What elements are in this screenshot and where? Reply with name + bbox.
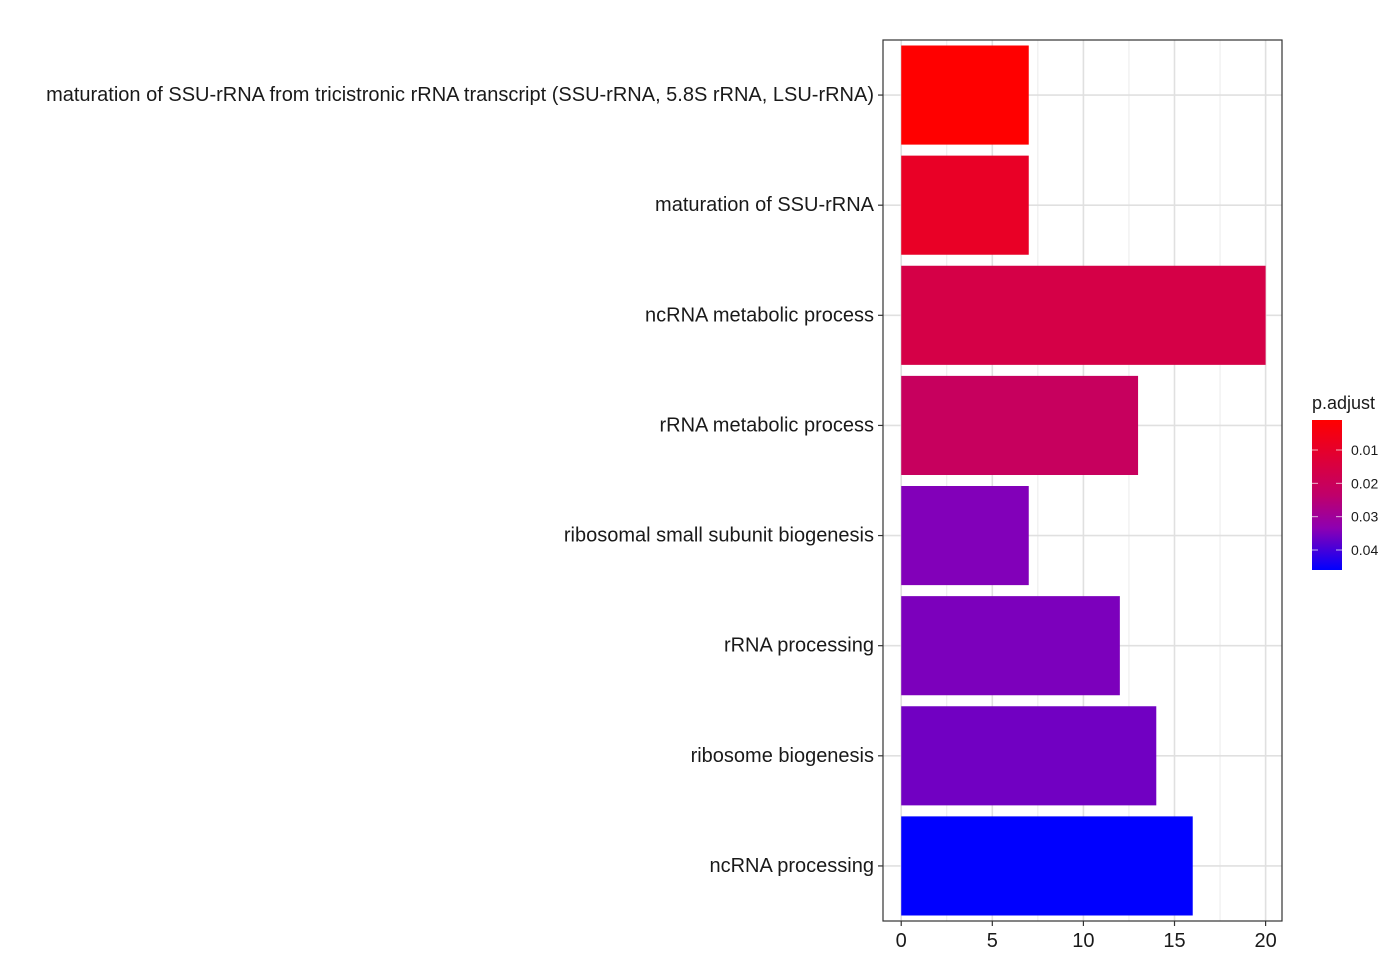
category-labels: maturation of SSU-rRNA from tricistronic… [46,84,883,877]
category-label: ribosomal small subunit biogenesis [564,525,874,547]
x-tick-label: 10 [1072,930,1094,952]
x-axis-ticks: 0 5 10 15 20 [896,921,1277,952]
legend-label: 0.03 [1351,509,1378,525]
bar [901,265,1266,365]
legend-label: 0.04 [1351,542,1378,558]
color-legend: p.adjust 0.01 0.02 0.03 0.04 [1312,393,1378,570]
legend-title: p.adjust [1312,393,1375,413]
legend-ticks: 0.01 0.02 0.03 0.04 [1312,442,1378,558]
x-tick-label: 15 [1163,930,1185,952]
bar [901,596,1120,696]
bars [901,45,1266,916]
bar [901,486,1029,586]
x-tick-label: 5 [987,930,998,952]
category-label: rRNA processing [724,635,874,657]
bar [901,706,1157,806]
x-tick-label: 0 [896,930,907,952]
bar [901,816,1193,916]
legend-label: 0.02 [1351,475,1378,491]
category-label: ribosome biogenesis [691,745,874,767]
category-label: ncRNA metabolic process [645,304,874,326]
legend-colorbar [1312,420,1342,570]
category-label: maturation of SSU-rRNA from tricistronic… [46,84,874,106]
category-label: rRNA metabolic process [659,414,874,436]
category-label: maturation of SSU-rRNA [655,194,875,216]
category-label: ncRNA processing [709,855,874,877]
bar [901,155,1029,255]
plot-border [882,39,1283,922]
bar [901,45,1029,145]
bar [901,375,1139,475]
legend-label: 0.01 [1351,442,1378,458]
x-tick-label: 20 [1254,930,1276,952]
